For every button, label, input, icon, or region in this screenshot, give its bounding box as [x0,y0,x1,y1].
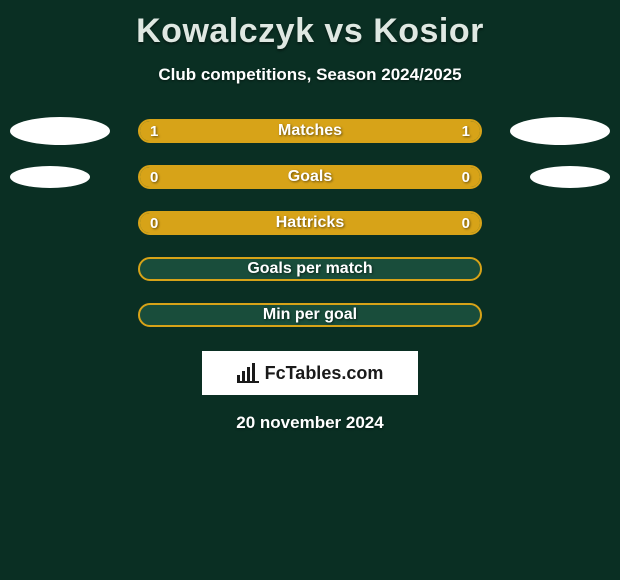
stat-value-right: 0 [462,211,470,235]
player-marker-right [530,166,610,188]
player-marker-right [510,117,610,145]
stat-bar-right-fill [310,121,480,141]
stat-value-right: 0 [462,165,470,189]
stat-bar-left-fill [140,167,310,187]
page-title: Kowalczyk vs Kosior [0,0,620,51]
player-marker-left [10,117,110,145]
stat-value-left: 0 [150,211,158,235]
stat-rows: Matches11Goals00Hattricks00Goals per mat… [0,119,620,327]
stat-bar [138,119,482,143]
stat-row: Goals per match [0,257,620,281]
stat-row: Min per goal [0,303,620,327]
stat-bar [138,303,482,327]
stat-value-left: 0 [150,165,158,189]
stat-bar-left-fill [140,213,310,233]
stat-row: Matches11 [0,119,620,143]
stat-value-right: 1 [462,119,470,143]
stat-value-left: 1 [150,119,158,143]
player-marker-left [10,166,90,188]
fctables-logo[interactable]: FcTables.com [202,351,418,395]
bar-chart-icon [237,363,259,383]
stat-bar [138,165,482,189]
stat-bar-right-fill [310,213,480,233]
comparison-card: Kowalczyk vs Kosior Club competitions, S… [0,0,620,580]
stat-row: Hattricks00 [0,211,620,235]
stat-row: Goals00 [0,165,620,189]
logo-text: FcTables.com [265,363,384,384]
stat-bar-left-fill [140,121,310,141]
stat-bar [138,211,482,235]
stat-bar-right-fill [310,167,480,187]
footer-date: 20 november 2024 [0,413,620,433]
subtitle: Club competitions, Season 2024/2025 [0,65,620,85]
stat-bar [138,257,482,281]
